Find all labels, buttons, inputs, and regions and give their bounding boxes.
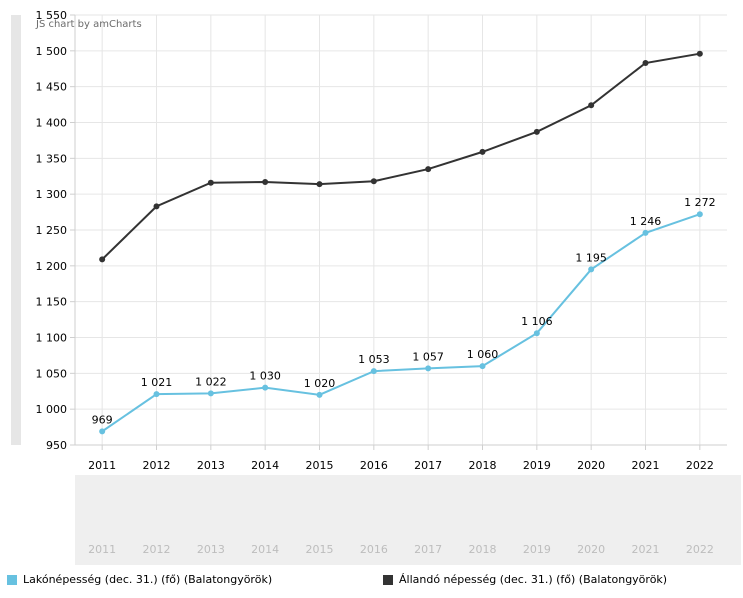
- x-tick-label: 2014: [251, 459, 279, 472]
- axes: 950 1 000 1 050 1 100 1 150 1 200 1 250 1 300 1 …: [36, 9, 727, 472]
- data-point[interactable]: [642, 60, 649, 67]
- data-point[interactable]: [99, 428, 106, 435]
- data-point[interactable]: [533, 128, 540, 135]
- navigator-tick-label: 2019: [523, 543, 551, 556]
- data-label: 1 057: [412, 350, 444, 363]
- y-tick-label: 1 050: [36, 367, 68, 380]
- navigator-tick-label: 2012: [143, 543, 171, 556]
- navigator-tick-label: 2013: [197, 543, 225, 556]
- x-tick-label: 2019: [523, 459, 551, 472]
- data-label: 1 195: [575, 251, 607, 264]
- x-tick-label: 2012: [143, 459, 171, 472]
- y-tick-label: 1 150: [36, 296, 68, 309]
- navigator-tick-label: 2014: [251, 543, 279, 556]
- value-scrollbar-track[interactable]: [11, 15, 21, 445]
- gridlines: [75, 14, 727, 446]
- navigator-tick-label: 2020: [577, 543, 605, 556]
- y-tick-label: 950: [46, 439, 67, 452]
- data-point[interactable]: [696, 50, 703, 57]
- x-tick-label: 2015: [306, 459, 334, 472]
- data-label: 1 060: [467, 348, 499, 361]
- data-point[interactable]: [316, 391, 323, 398]
- data-point[interactable]: [99, 256, 106, 263]
- data-point[interactable]: [370, 368, 377, 375]
- data-label: 1 106: [521, 315, 553, 328]
- data-point[interactable]: [316, 181, 323, 188]
- y-tick-label: 1 400: [36, 117, 68, 130]
- legend-swatch: [383, 574, 393, 585]
- legend-label: Lakónépesség (dec. 31.) (fő) (Balatongyö…: [23, 573, 273, 586]
- data-label: 1 030: [249, 370, 281, 383]
- x-tick-label: 2017: [414, 459, 442, 472]
- y-tick-label: 1 500: [36, 45, 68, 58]
- data-point[interactable]: [588, 102, 595, 109]
- y-tick-label: 1 100: [36, 332, 68, 345]
- navigator-scrollbar[interactable]: 2011 2012 2013 2014 2015 2016 2017 2018 2019 2020…: [75, 475, 741, 565]
- data-point[interactable]: [533, 330, 540, 337]
- navigator-tick-label: 2021: [632, 543, 660, 556]
- navigator-tick-label: 2016: [360, 543, 388, 556]
- x-tick-label: 2021: [632, 459, 660, 472]
- navigator-tick-label: 2015: [306, 543, 334, 556]
- x-tick-label: 2011: [88, 459, 116, 472]
- chart-credit[interactable]: JS chart by amCharts: [35, 19, 142, 30]
- series-line: [101, 52, 701, 261]
- data-point[interactable]: [153, 203, 160, 210]
- navigator-background[interactable]: [75, 475, 741, 565]
- data-point[interactable]: [642, 229, 649, 236]
- data-label: 1 272: [684, 196, 716, 209]
- data-point[interactable]: [479, 363, 486, 370]
- y-tick-label: 1 450: [36, 81, 68, 94]
- data-label: 1 021: [141, 376, 173, 389]
- x-tick-label: 2020: [577, 459, 605, 472]
- x-tick-label: 2016: [360, 459, 388, 472]
- data-point[interactable]: [370, 178, 377, 185]
- data-label: 1 022: [195, 375, 227, 388]
- x-tick-label: 2022: [686, 459, 714, 472]
- data-point[interactable]: [262, 178, 269, 185]
- y-tick-label: 1 350: [36, 152, 68, 165]
- data-point[interactable]: [207, 390, 214, 397]
- data-point[interactable]: [207, 179, 214, 186]
- navigator-tick-label: 2011: [88, 543, 116, 556]
- navigator-tick-label: 2022: [686, 543, 714, 556]
- legend-label: Állandó népesség (dec. 31.) (fő) (Balato…: [399, 573, 668, 586]
- data-point[interactable]: [588, 266, 595, 273]
- data-point[interactable]: [696, 211, 703, 218]
- data-label: 1 053: [358, 353, 390, 366]
- data-point[interactable]: [425, 166, 432, 173]
- data-point[interactable]: [425, 365, 432, 372]
- series-layer: 969 1 021 1 022 1 030 1 020 1 053 1 057 1 060 1 …: [92, 50, 716, 435]
- data-point[interactable]: [153, 391, 160, 398]
- data-point[interactable]: [262, 384, 269, 391]
- series-line: [101, 213, 701, 433]
- y-tick-label: 1 300: [36, 188, 68, 201]
- navigator-tick-label: 2017: [414, 543, 442, 556]
- navigator-tick-label: 2018: [469, 543, 497, 556]
- legend-item-lakonepesseg[interactable]: Lakónépesség (dec. 31.) (fő) (Balatongyö…: [7, 573, 272, 586]
- y-tick-label: 1 000: [36, 403, 68, 416]
- y-tick-label: 1 200: [36, 260, 68, 273]
- legend-swatch: [7, 574, 17, 585]
- y-tick-label: 1 550: [36, 9, 68, 22]
- x-tick-label: 2018: [469, 459, 497, 472]
- data-point[interactable]: [479, 148, 486, 155]
- value-axis-scrollbar[interactable]: [11, 15, 21, 445]
- data-label: 1 246: [630, 215, 662, 228]
- legend-item-allando-nepesseg[interactable]: Állandó népesség (dec. 31.) (fő) (Balato…: [383, 573, 667, 586]
- x-tick-label: 2013: [197, 459, 225, 472]
- y-tick-label: 1 250: [36, 224, 68, 237]
- data-label: 969: [92, 413, 113, 426]
- data-label: 1 020: [304, 377, 336, 390]
